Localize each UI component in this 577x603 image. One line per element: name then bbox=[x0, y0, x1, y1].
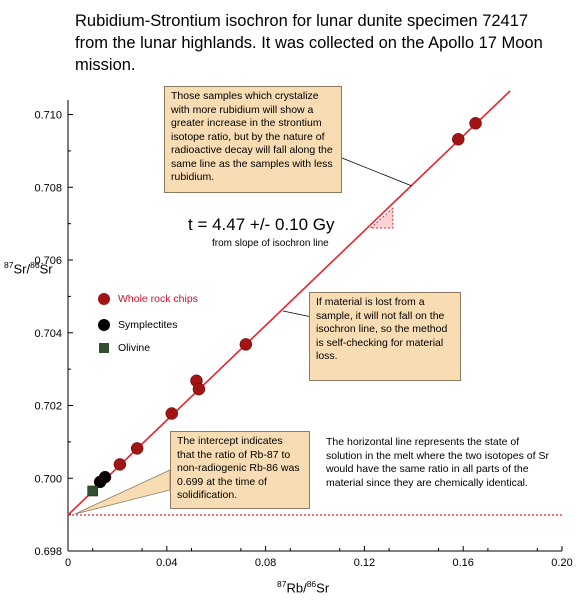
x-axis-label-mass1: 87 bbox=[277, 579, 287, 589]
callout-intercept-text: The intercept indicates that the ratio o… bbox=[177, 435, 300, 501]
x-tick-label: 0.20 bbox=[551, 557, 572, 569]
whole-rock-point bbox=[239, 338, 253, 351]
callout-rubidium-increase: Those samples which crystalize with more… bbox=[164, 86, 342, 193]
whole-rock-point bbox=[469, 117, 482, 130]
y-axis-label: 87Sr/86Sr bbox=[4, 260, 53, 276]
age-annotation-subtitle: from slope of isochron line bbox=[212, 238, 329, 249]
x-axis-label: 87Rb/86Sr bbox=[277, 579, 329, 595]
x-axis-label-mass2: 86 bbox=[306, 579, 317, 589]
symplectite-point bbox=[98, 470, 112, 484]
x-axis-label-el2: Sr bbox=[316, 580, 330, 596]
x-tick-label: 0.08 bbox=[255, 557, 276, 569]
whole-rock-point bbox=[130, 442, 144, 455]
x-tick-label: 0.12 bbox=[354, 557, 375, 569]
legend-marker-symplectites bbox=[98, 319, 110, 331]
y-axis-label-el1: Sr/ bbox=[13, 261, 31, 277]
y-tick-label: 0.708 bbox=[34, 182, 62, 194]
whole-rock-point bbox=[165, 407, 178, 420]
x-axis-label-el1: Rb/ bbox=[286, 580, 307, 596]
whole-rock-point bbox=[452, 133, 465, 146]
legend-marker-olivine bbox=[99, 343, 109, 353]
legend-label-symplectites: Symplectites bbox=[118, 319, 178, 331]
y-axis-label-el2: Sr bbox=[39, 261, 53, 277]
y-axis-label-mass2: 86 bbox=[30, 260, 40, 270]
whole-rock-point bbox=[113, 458, 127, 471]
legend-marker-whole-rock bbox=[98, 293, 110, 305]
legend-label-olivine: Olivine bbox=[118, 342, 151, 354]
note-horizontal-line: The horizontal line represents the state… bbox=[326, 436, 549, 489]
y-tick-label: 0.702 bbox=[34, 401, 62, 413]
x-tick-label: 0 bbox=[65, 557, 71, 569]
callout-intercept: The intercept indicates that the ratio o… bbox=[170, 431, 310, 509]
x-tick-label: 0.04 bbox=[156, 557, 177, 569]
callout-material-loss: If material is lost from a sample, it wi… bbox=[309, 292, 461, 381]
x-tick-label: 0.16 bbox=[452, 557, 473, 569]
y-tick-label: 0.704 bbox=[34, 328, 62, 340]
chart-title: Rubidium-Strontium isochron for lunar du… bbox=[75, 12, 543, 74]
y-axis-label-mass1: 87 bbox=[4, 260, 14, 270]
callout-rubidium-pointer bbox=[341, 157, 413, 187]
whole-rock-point bbox=[192, 382, 206, 396]
legend-label-whole-rock: Whole rock chips bbox=[118, 293, 198, 305]
y-tick-label: 0.706 bbox=[34, 255, 62, 267]
age-annotation: t = 4.47 +/- 0.10 Gy bbox=[188, 215, 335, 234]
callout-material-loss-text: If material is lost from a sample, it wi… bbox=[316, 296, 448, 362]
y-tick-label: 0.710 bbox=[34, 110, 62, 122]
callout-rubidium-increase-text: Those samples which crystalize with more… bbox=[171, 90, 333, 183]
y-tick-label: 0.700 bbox=[34, 473, 62, 485]
slope-triangle bbox=[369, 207, 394, 229]
olivine-point bbox=[87, 485, 98, 497]
y-tick-label: 0.698 bbox=[34, 546, 62, 558]
